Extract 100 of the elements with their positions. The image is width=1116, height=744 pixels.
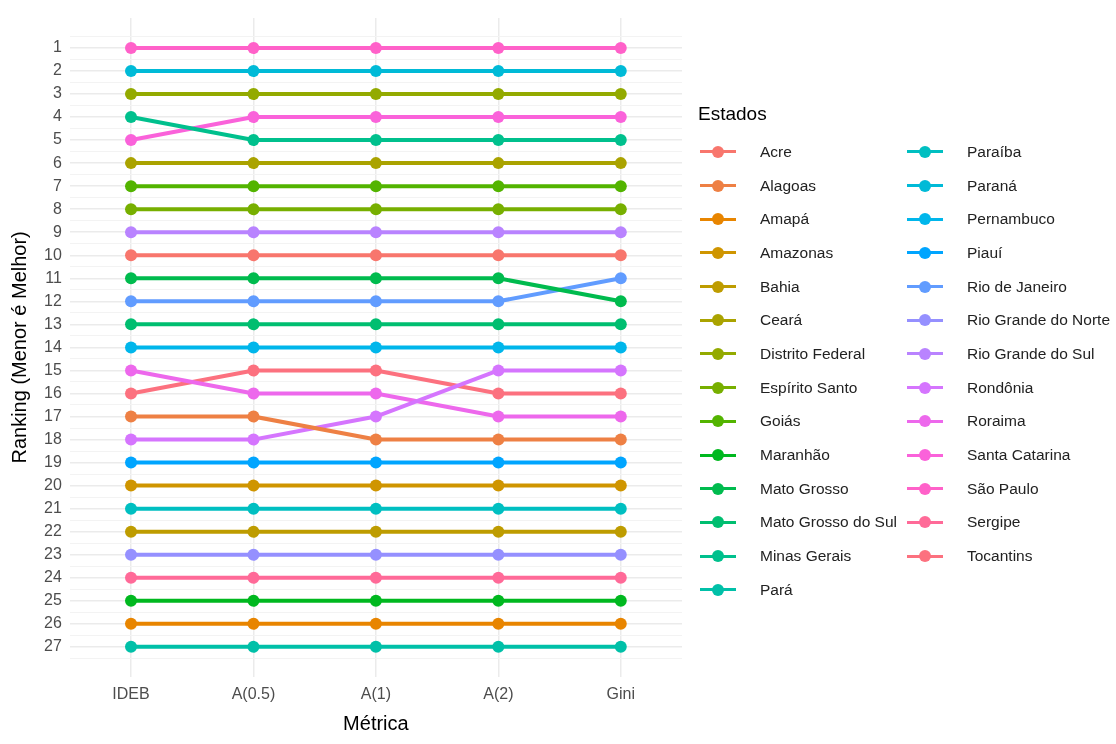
point [614, 111, 627, 124]
y-tick-label: 20 [44, 476, 62, 494]
point [369, 410, 382, 423]
point [614, 272, 627, 285]
point [614, 41, 627, 54]
legend-label: Ceará [760, 311, 803, 330]
point [492, 594, 505, 607]
x-tick-label: A(0.5) [231, 684, 276, 702]
point [492, 479, 505, 492]
point [247, 64, 260, 77]
point [492, 180, 505, 193]
point [125, 548, 138, 561]
point [492, 249, 505, 262]
point [614, 525, 627, 538]
point [369, 364, 382, 377]
y-tick-label: 15 [44, 360, 62, 378]
point [492, 295, 505, 308]
point [369, 134, 382, 147]
point [492, 203, 505, 216]
point [492, 226, 505, 239]
point [614, 249, 627, 262]
point [125, 433, 138, 446]
point [614, 341, 627, 354]
y-tick-label: 1 [52, 38, 62, 56]
point [125, 571, 138, 584]
point [614, 318, 627, 331]
legend-label: Acre [760, 142, 792, 161]
x-tick-label: Gini [606, 684, 636, 702]
legend-label: Alagoas [760, 176, 817, 195]
legend-label: Tocantins [966, 547, 1033, 566]
y-tick-label: 10 [44, 245, 62, 263]
point [247, 410, 260, 423]
legend-label: Piauí [966, 243, 1003, 262]
point [369, 387, 382, 400]
point [247, 456, 260, 469]
point [125, 341, 138, 354]
legend-label: Maranhão [760, 446, 830, 465]
point [125, 617, 138, 630]
legend-label: Rio Grande do Sul [966, 344, 1095, 363]
point [369, 640, 382, 653]
point [125, 594, 138, 607]
point [247, 157, 260, 170]
y-tick-label: 6 [52, 153, 62, 171]
point [369, 456, 382, 469]
point [247, 479, 260, 492]
point [492, 157, 505, 170]
point [369, 111, 382, 124]
legend-label: Paraná [966, 176, 1017, 195]
y-tick-label: 13 [44, 314, 62, 332]
point [369, 249, 382, 262]
y-tick-label: 16 [44, 383, 62, 401]
y-tick-label: 8 [52, 199, 62, 217]
point [247, 617, 260, 630]
legend-label: Sergipe [966, 513, 1021, 532]
point [614, 456, 627, 469]
point [125, 64, 138, 77]
y-tick-label: 4 [52, 107, 62, 125]
point [369, 295, 382, 308]
point [492, 364, 505, 377]
point [247, 341, 260, 354]
point [492, 548, 505, 561]
point [247, 203, 260, 216]
y-tick-label: 19 [44, 452, 62, 470]
point [247, 88, 260, 101]
legend-label: Bahia [760, 277, 800, 296]
x-axis-title: Métrica [343, 711, 410, 734]
point [369, 203, 382, 216]
legend-label: Amapá [760, 210, 810, 229]
point [247, 111, 260, 124]
point [614, 410, 627, 423]
y-tick-label: 24 [44, 568, 62, 586]
legend-label: Goiás [760, 412, 801, 431]
point [247, 295, 260, 308]
point [614, 502, 627, 515]
point [125, 318, 138, 331]
point [492, 640, 505, 653]
legend-label: São Paulo [966, 479, 1039, 498]
point [247, 41, 260, 54]
point [125, 272, 138, 285]
point [125, 249, 138, 262]
point [125, 295, 138, 308]
y-tick-label: 3 [52, 84, 62, 102]
point [492, 387, 505, 400]
point [369, 341, 382, 354]
point [369, 272, 382, 285]
point [614, 479, 627, 492]
point [369, 157, 382, 170]
point [369, 88, 382, 101]
y-tick-label: 14 [44, 337, 62, 355]
y-tick-label: 22 [44, 522, 62, 540]
legend-label: Mato Grosso do Sul [760, 513, 897, 532]
point [125, 640, 138, 653]
point [492, 571, 505, 584]
point [492, 433, 505, 446]
point [125, 410, 138, 423]
y-tick-label: 27 [44, 637, 62, 655]
point [369, 525, 382, 538]
point [247, 433, 260, 446]
point [614, 64, 627, 77]
y-tick-label: 9 [52, 222, 62, 240]
